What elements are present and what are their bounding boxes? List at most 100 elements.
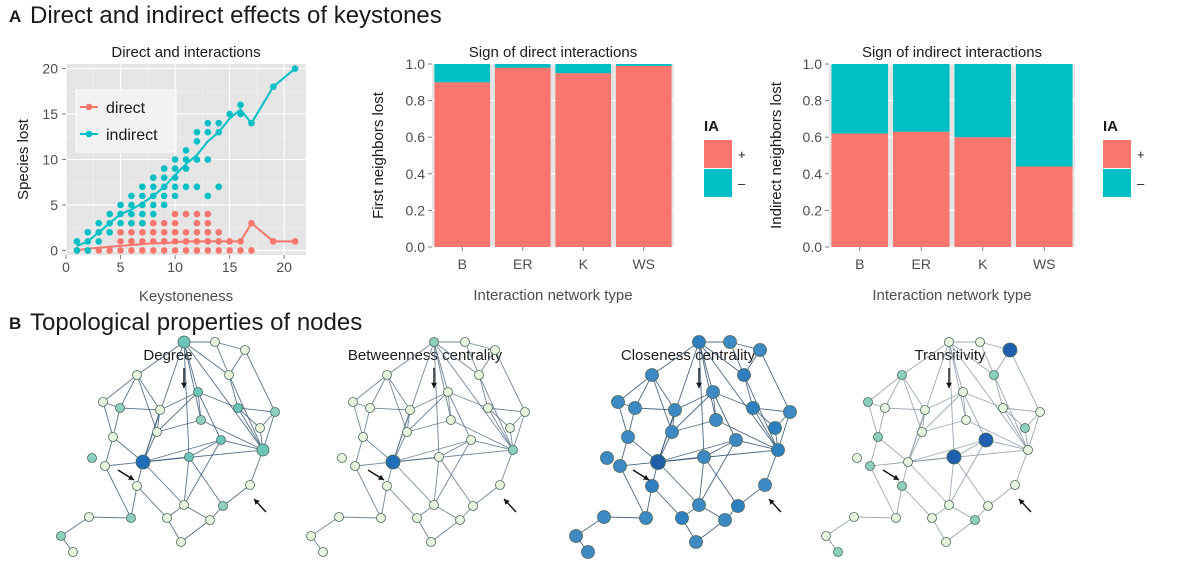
betweenness-node — [468, 501, 478, 511]
betweenness-node — [483, 403, 493, 413]
closeness-node — [645, 479, 659, 493]
degree-network — [56, 335, 280, 557]
transitivity-edge — [948, 439, 987, 506]
betweenness-node — [385, 454, 401, 470]
direct-sign-bar-positive — [615, 65, 672, 247]
betweenness-arrow-head — [431, 382, 437, 388]
direct-point — [171, 210, 179, 218]
transitivity-edge — [869, 461, 909, 467]
betweenness-edge — [438, 456, 474, 507]
transitivity-edge — [948, 341, 967, 421]
indirect-point — [291, 65, 299, 72]
betweenness-edge — [433, 341, 440, 458]
indirect-point — [128, 210, 135, 218]
transitivity-edge — [965, 419, 1029, 451]
direct-point — [182, 238, 190, 245]
indirect-point — [95, 219, 103, 227]
closeness-node — [650, 454, 666, 470]
indirect-sign-x-tick-label: K — [978, 256, 988, 272]
closeness-node — [709, 413, 723, 427]
betweenness-node — [466, 435, 476, 445]
betweenness-edge — [512, 411, 526, 451]
transitivity-edge — [1002, 407, 1041, 413]
closeness-edge — [712, 391, 737, 441]
closeness-edge — [671, 419, 717, 433]
indirect-point — [106, 210, 113, 218]
closeness-edge — [603, 516, 647, 519]
direct-point — [204, 210, 212, 218]
closeness-node — [613, 459, 627, 473]
transitivity-edge — [948, 341, 995, 376]
transitivity-edge — [948, 456, 955, 506]
betweenness-edge — [433, 439, 472, 506]
transitivity-edge — [987, 484, 1016, 507]
direct-sign-bar-negative — [615, 64, 672, 66]
indirect-point — [95, 228, 103, 236]
betweenness-network — [306, 337, 530, 557]
betweenness-node — [429, 337, 439, 347]
betweenness-edge — [430, 519, 461, 543]
degree-edge — [188, 456, 224, 507]
transitivity-edge — [921, 391, 964, 433]
degree-edge — [102, 401, 114, 438]
betweenness-node — [455, 515, 465, 525]
indirect-point — [193, 138, 201, 145]
closeness-edge — [698, 341, 745, 376]
betweenness-node — [505, 423, 515, 433]
transitivity-edge — [948, 341, 964, 393]
transitivity-edge — [953, 456, 989, 507]
indirect-point — [128, 192, 135, 200]
transitivity-node — [833, 547, 843, 557]
indirect-point — [139, 192, 146, 200]
degree-node — [205, 515, 215, 525]
transitivity-edge — [907, 449, 1029, 463]
indirect-point — [226, 110, 233, 118]
direct-sign-x-tick-label: B — [458, 256, 467, 272]
degree-edge — [88, 516, 132, 519]
direct-sign-y-tick-label: 0.6 — [406, 129, 426, 145]
closeness-node — [581, 545, 595, 559]
betweenness-node — [306, 531, 316, 541]
closeness-node — [697, 450, 711, 464]
transitivity-edge — [948, 504, 976, 521]
direct-sign-bar-positive — [555, 73, 612, 248]
indirect-point — [182, 183, 190, 191]
degree-node — [68, 547, 78, 557]
degree-edge — [136, 374, 158, 433]
indirect-sign-y-tick-label: 0.4 — [803, 166, 823, 182]
direct-point — [117, 247, 124, 254]
transitivity-node — [1020, 423, 1030, 433]
transitivity-edge — [869, 436, 879, 467]
betweenness-node — [446, 415, 456, 425]
transitivity-node — [863, 397, 873, 407]
indirect-sign-bar-negative — [1015, 64, 1073, 167]
indirect-point — [204, 192, 212, 200]
direct-point — [291, 238, 299, 245]
indirect-sign-x-tick-label: ER — [912, 256, 931, 272]
degree-node — [193, 387, 203, 397]
betweenness-edge — [406, 391, 449, 433]
direct-point — [248, 247, 255, 254]
degree-node — [179, 500, 189, 510]
indirect-point — [84, 247, 92, 254]
indirect-point — [117, 219, 124, 227]
closeness-network-title: Closeness centrality — [621, 347, 756, 364]
direct-point — [160, 247, 168, 254]
direct-point — [182, 210, 190, 218]
transitivity-edge — [1002, 407, 1029, 451]
closeness-edge — [657, 439, 737, 463]
indirect-point — [160, 201, 168, 209]
indirect-point — [149, 174, 157, 181]
transitivity-edge — [962, 391, 1004, 409]
indirect-point — [237, 110, 244, 118]
betweenness-edge — [433, 341, 449, 393]
degree-node — [210, 337, 220, 347]
scatter-x-axis-label: Keystoneness — [139, 288, 233, 305]
indirect-point — [193, 128, 201, 136]
direct-point — [215, 247, 223, 254]
degree-edge — [228, 349, 246, 376]
betweenness-edge — [464, 341, 480, 376]
degree-node — [98, 397, 108, 407]
degree-edge — [214, 341, 230, 376]
panel-a-letter: A — [9, 7, 22, 26]
